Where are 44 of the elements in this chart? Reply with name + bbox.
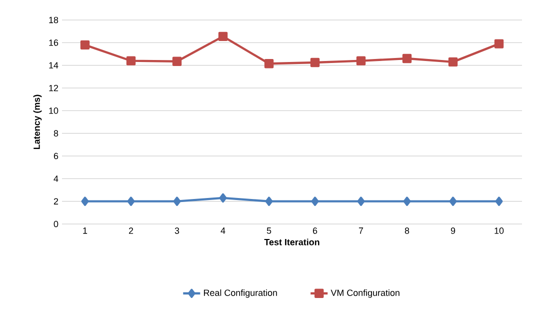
y-tick-label: 8: [54, 130, 58, 137]
y-tick-label: 18: [49, 16, 58, 24]
x-tick-label: 8: [404, 228, 410, 234]
x-axis-title: Test Iteration: [264, 238, 320, 246]
y-tick-label: 2: [54, 198, 58, 204]
point: [449, 196, 457, 206]
point: [310, 58, 320, 68]
y-tick-label: 12: [49, 84, 58, 92]
x-tick-label: 1: [83, 228, 88, 234]
point: [403, 196, 411, 206]
point: [81, 196, 89, 206]
point: [265, 196, 273, 206]
point: [80, 40, 90, 50]
y-tick-label: 4: [54, 176, 58, 182]
point: [495, 196, 503, 206]
point: [264, 59, 274, 68]
point: [448, 57, 458, 67]
x-tick-label: 9: [450, 228, 456, 234]
x-tick-label: 7: [358, 228, 364, 234]
point: [172, 56, 182, 66]
point: [126, 56, 136, 66]
y-tick-label: 10: [49, 107, 58, 114]
x-tick-label: 2: [128, 228, 134, 234]
point: [127, 196, 135, 206]
x-tick-label: 10: [494, 228, 504, 234]
x-tick-label: 6: [312, 228, 318, 234]
x-tick-label: 3: [174, 228, 180, 234]
legend-label: VM Configuration: [330, 289, 400, 298]
y-tick-label: 16: [49, 39, 58, 46]
y-tick-label: 14: [49, 62, 58, 68]
y-tick-label: 6: [54, 152, 58, 160]
x-tick-label: 5: [266, 228, 272, 234]
legend-label: Real Configuration: [204, 289, 277, 298]
point: [356, 56, 366, 66]
point: [494, 39, 504, 48]
point: [218, 32, 228, 42]
y-tick-label: 0: [54, 220, 58, 228]
point: [219, 193, 227, 203]
point: [357, 196, 365, 206]
point: [402, 54, 412, 64]
point: [311, 196, 319, 206]
point: [173, 196, 181, 206]
x-tick-label: 4: [220, 228, 226, 234]
y-axis-title: Latency (ms): [33, 94, 42, 150]
